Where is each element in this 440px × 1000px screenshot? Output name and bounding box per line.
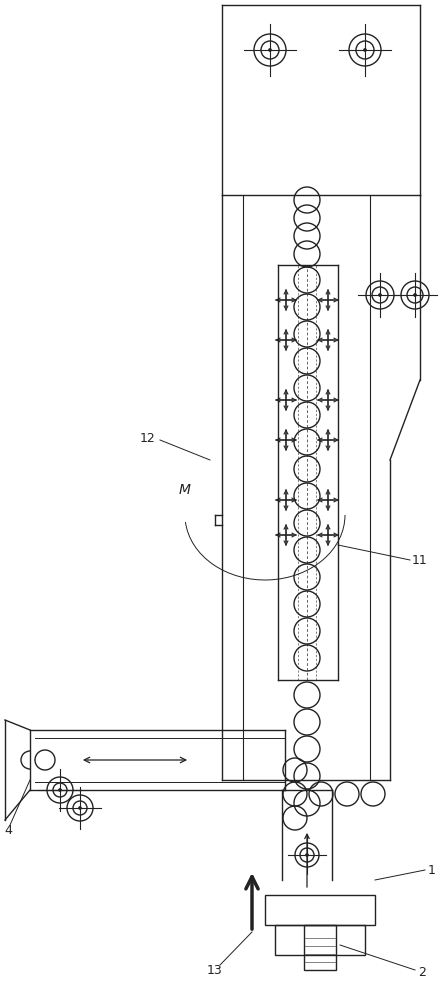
Circle shape <box>78 806 81 810</box>
Text: 2: 2 <box>418 966 426 978</box>
Circle shape <box>363 48 367 51</box>
Text: 4: 4 <box>4 824 12 836</box>
Text: M: M <box>179 483 191 497</box>
Circle shape <box>378 294 381 296</box>
Text: 11: 11 <box>412 554 428 568</box>
Circle shape <box>59 788 62 792</box>
Bar <box>304 925 336 970</box>
Circle shape <box>268 48 271 51</box>
Text: 13: 13 <box>207 964 223 976</box>
Bar <box>265 895 375 925</box>
Circle shape <box>305 854 308 856</box>
Circle shape <box>414 294 417 296</box>
Text: 12: 12 <box>139 432 155 444</box>
Bar <box>275 925 365 955</box>
Text: 1: 1 <box>428 863 436 876</box>
